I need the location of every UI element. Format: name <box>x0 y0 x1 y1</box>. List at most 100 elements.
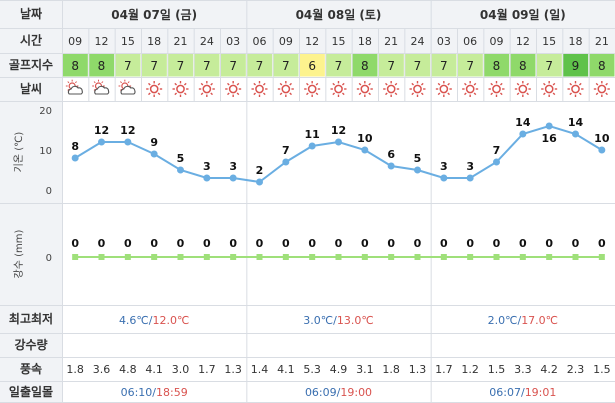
hour-label: 15 <box>542 35 556 48</box>
partly-cloudy-icon <box>118 79 136 95</box>
sun-separator: / <box>337 386 341 399</box>
day-date: 04월 08일 (토) <box>296 7 382 22</box>
day-minmax: 2.0℃/17.0℃ <box>488 314 558 327</box>
temperature-label: 14 <box>515 116 531 129</box>
precipitation-label: 0 <box>335 237 343 250</box>
temperature-point <box>545 122 553 130</box>
temperature-point <box>440 174 448 182</box>
wind-speed-value: 1.7 <box>198 363 216 376</box>
temperature-label: 3 <box>229 160 237 173</box>
hour-label: 09 <box>490 35 504 48</box>
wind-speed-value: 1.7 <box>435 363 453 376</box>
golf-index-cell <box>167 53 194 77</box>
hour-label: 21 <box>174 35 188 48</box>
hour-label: 09 <box>68 35 82 48</box>
precipitation-label: 0 <box>98 237 106 250</box>
row-label-precip: 강수량 <box>14 338 47 352</box>
temperature-label: 5 <box>177 152 185 165</box>
row-label-minmax: 최고최저 <box>9 311 53 326</box>
temperature-label: 3 <box>466 160 474 173</box>
day-minmax: 3.0℃/13.0℃ <box>303 314 373 327</box>
precipitation-label: 0 <box>256 237 264 250</box>
wind-speed-value: 4.1 <box>145 363 163 376</box>
sun-icon <box>593 81 610 97</box>
golf-index-cell <box>299 53 325 77</box>
precipitation-point <box>124 254 131 260</box>
temperature-point <box>519 130 527 138</box>
precipitation-label: 0 <box>203 237 211 250</box>
precipitation-point <box>598 254 605 260</box>
wind-speed-value: 1.5 <box>593 363 611 376</box>
temperature-label: 10 <box>357 132 373 145</box>
wind-speed-value: 3.6 <box>93 363 111 376</box>
day-sunrise-sunset: 06:07/19:01 <box>489 386 556 399</box>
day-max-temp: 13.0℃ <box>337 314 374 327</box>
temperature-point <box>493 158 500 166</box>
temperature-point <box>466 174 474 182</box>
sun-icon <box>356 81 373 97</box>
sun-icon <box>277 81 294 97</box>
wind-speed-value: 4.1 <box>277 363 295 376</box>
golf-index-cell <box>273 53 299 77</box>
precipitation-label: 0 <box>466 237 474 250</box>
wind-speed-value: 3.3 <box>514 363 532 376</box>
wind-speed-value: 1.5 <box>488 363 506 376</box>
row-label-golf_index: 골프지수 <box>9 57 53 72</box>
precipitation-point <box>440 254 447 260</box>
golf-index-value: 9 <box>572 59 580 73</box>
golf-index-value: 7 <box>203 59 211 73</box>
precipitation-point <box>230 254 237 260</box>
hour-label: 15 <box>121 35 135 48</box>
sun-icon <box>198 81 215 97</box>
golf-index-cell <box>562 53 589 77</box>
golf-index-value: 7 <box>466 59 474 73</box>
precipitation-label: 0 <box>177 237 185 250</box>
golf-index-value: 8 <box>598 59 606 73</box>
day-sunset: 18:59 <box>156 386 188 399</box>
temperature-point <box>98 138 105 146</box>
minmax-separator: / <box>517 314 521 327</box>
hour-label: 15 <box>332 35 346 48</box>
temperature-point <box>387 162 395 170</box>
minmax-separator: / <box>333 314 337 327</box>
sun-icon <box>488 81 505 97</box>
hour-label: 06 <box>253 35 267 48</box>
golf-index-cell <box>404 53 431 77</box>
golf-index-cell <box>141 53 167 77</box>
row-label-date: 날짜 <box>20 6 42 21</box>
temperature-label: 9 <box>150 136 158 149</box>
day-sunrise-sunset: 06:09/19:00 <box>305 386 372 399</box>
golf-index-value: 8 <box>98 59 106 73</box>
golf-index-value: 8 <box>361 59 369 73</box>
golf-index-value: 7 <box>150 59 158 73</box>
precipitation-label: 0 <box>124 237 132 250</box>
hour-label: 18 <box>147 35 161 48</box>
wind-speed-value: 1.2 <box>461 363 479 376</box>
golf-index-cell <box>62 53 88 77</box>
wind-speed-value: 4.8 <box>119 363 137 376</box>
temperature-point <box>150 150 158 158</box>
golf-index-value: 7 <box>124 59 132 73</box>
golf-index-value: 8 <box>493 59 501 73</box>
sun-icon <box>435 81 452 97</box>
golf-index-value: 7 <box>229 59 237 73</box>
precipitation-point <box>467 254 474 260</box>
temperature-label: 3 <box>203 160 211 173</box>
row-label-weather: 날씨 <box>20 82 42 96</box>
precipitation-label: 0 <box>598 237 606 250</box>
wind-speed-value: 4.9 <box>330 363 348 376</box>
sun-separator: / <box>521 386 525 399</box>
wind-speed-value: 1.8 <box>66 363 84 376</box>
hour-label: 06 <box>463 35 477 48</box>
precipitation-point <box>546 254 553 260</box>
golf-index-cell <box>246 53 273 77</box>
precipitation-label: 0 <box>519 237 527 250</box>
precipitation-point <box>335 254 342 260</box>
label-column-background <box>0 0 62 403</box>
row-label-sun: 일출일몰 <box>9 384 53 399</box>
golf-index-cell <box>325 53 352 77</box>
precip-axis-tick: 0 <box>46 253 52 264</box>
precipitation-point <box>309 254 316 260</box>
precipitation-label: 0 <box>572 237 580 250</box>
day-min-temp: 3.0℃ <box>303 314 333 327</box>
